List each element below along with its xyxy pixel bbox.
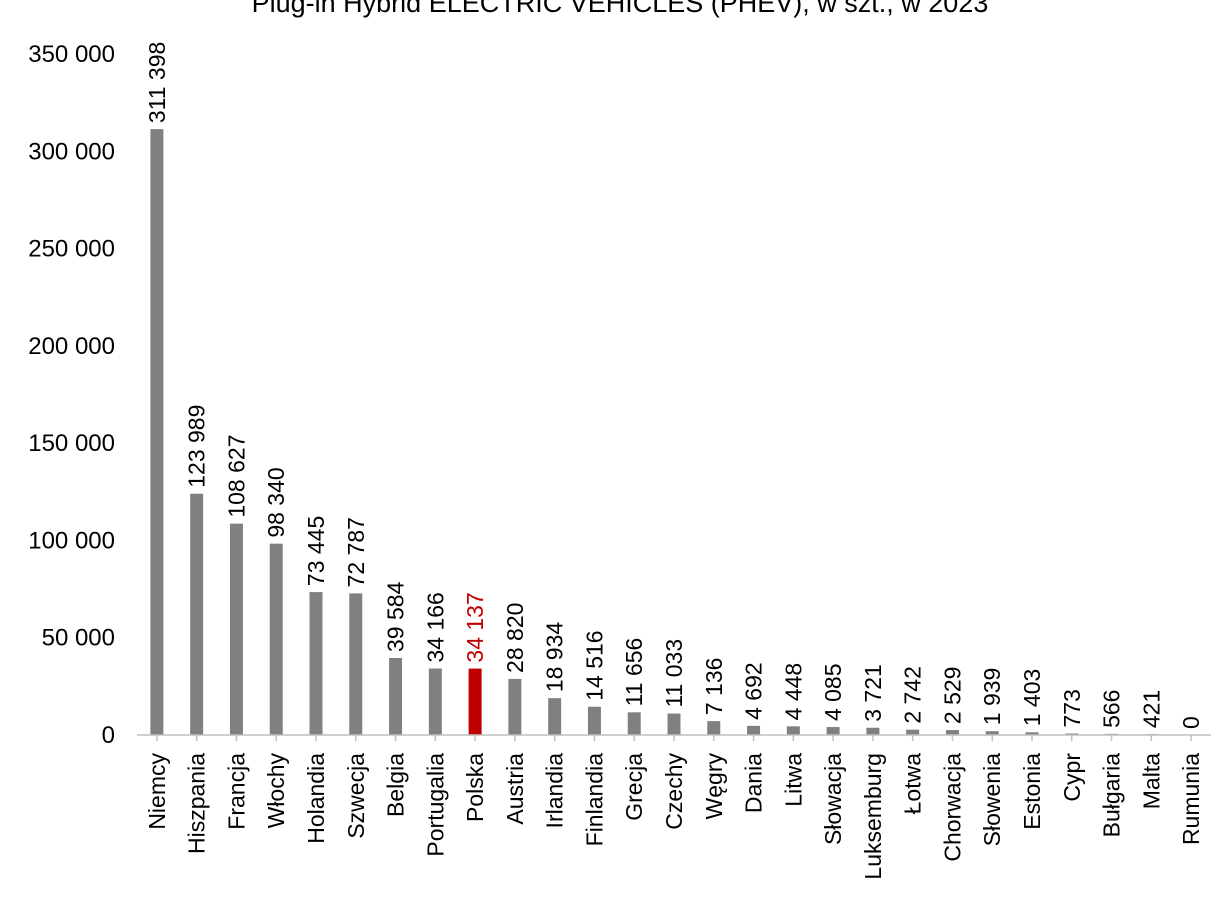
data-label: 34 137 — [462, 592, 488, 662]
bar — [747, 725, 761, 735]
data-label: 4 692 — [741, 662, 767, 720]
data-label: 7 136 — [701, 658, 727, 716]
bar — [349, 593, 363, 735]
data-label: 98 340 — [263, 467, 289, 537]
bar — [229, 523, 243, 735]
x-tick-label: Portugalia — [422, 753, 448, 857]
x-tick-label: Niemcy — [144, 753, 170, 830]
y-tick-label: 150 000 — [28, 430, 115, 457]
data-label: 11 656 — [621, 638, 647, 707]
y-tick-label: 100 000 — [28, 527, 115, 554]
bar — [1025, 732, 1039, 735]
data-label: 72 787 — [343, 517, 369, 587]
bar — [508, 678, 522, 735]
x-tick-label: Luksemburg — [860, 753, 886, 880]
data-label: 4 448 — [780, 663, 806, 721]
bar — [468, 668, 482, 735]
x-tick-label: Węgry — [701, 753, 727, 820]
x-tick-label: Łotwa — [900, 753, 926, 815]
bar — [309, 592, 323, 735]
x-tick-label: Malta — [1138, 753, 1164, 809]
bar — [269, 543, 283, 735]
x-tick-label: Słowenia — [979, 753, 1005, 847]
data-label: 3 721 — [860, 664, 886, 722]
data-label: 73 445 — [303, 516, 329, 586]
bar — [786, 726, 800, 735]
x-tick-label: Czechy — [661, 753, 687, 830]
x-tick-label: Dania — [741, 753, 767, 813]
y-tick-label: 0 — [102, 722, 115, 749]
data-label: 39 584 — [383, 581, 409, 652]
bar — [945, 730, 959, 735]
x-tick-label: Estonia — [1019, 753, 1045, 830]
x-tick-label: Szwecja — [343, 753, 369, 839]
y-tick-label: 250 000 — [28, 236, 115, 263]
bars — [150, 129, 1158, 735]
data-label: 108 627 — [223, 435, 249, 518]
y-tick-label: 200 000 — [28, 333, 115, 360]
bar — [985, 731, 999, 735]
y-tick-label: 50 000 — [42, 625, 115, 652]
data-label: 28 820 — [502, 603, 528, 673]
x-tick-label: Rumunia — [1178, 753, 1204, 845]
data-label: 0 — [1178, 716, 1204, 729]
y-tick-label: 350 000 — [28, 41, 115, 68]
x-tick-label: Bułgaria — [1099, 753, 1125, 838]
x-tick-label: Hiszpania — [184, 753, 210, 854]
bar — [428, 668, 442, 735]
x-tick-label: Finlandia — [581, 753, 607, 847]
x-axis: Niemcy Hiszpania Francja Włochy Holandia Szwe… — [137, 734, 1211, 880]
bar — [389, 657, 403, 735]
bar — [548, 698, 562, 735]
bar — [667, 713, 681, 735]
x-tick-label: Grecja — [621, 753, 647, 821]
data-label: 18 934 — [542, 622, 568, 693]
data-label: 773 — [1059, 689, 1085, 727]
y-axis: 0 50 000 100 000 150 000 200 000 250 000 300 0… — [28, 41, 115, 749]
y-tick-label: 300 000 — [28, 138, 115, 165]
data-label: 1 403 — [1019, 669, 1045, 727]
x-tick-label: Francja — [223, 753, 249, 830]
bar — [1065, 733, 1079, 735]
bar — [190, 493, 204, 735]
bar — [627, 712, 641, 735]
x-tick-label: Słowacja — [820, 753, 846, 845]
x-tick-label: Irlandia — [542, 753, 568, 829]
value-labels: 311 398 123 989 108 627 98 340 73 445 72 787 3… — [144, 42, 1204, 729]
data-label: 123 989 — [184, 405, 210, 488]
data-label: 4 085 — [820, 663, 846, 721]
x-tick-label: Austria — [502, 753, 528, 825]
x-tick-label: Litwa — [780, 753, 806, 807]
data-label: 566 — [1099, 690, 1125, 728]
x-tick-label: Holandia — [303, 753, 329, 844]
data-label: 11 033 — [661, 639, 687, 708]
x-tick-label: Belgia — [383, 753, 409, 817]
data-label: 1 939 — [979, 668, 1005, 726]
bar — [906, 729, 920, 735]
data-label: 2 529 — [939, 667, 965, 725]
bar — [587, 706, 601, 735]
data-label: 421 — [1138, 690, 1164, 728]
data-label: 34 166 — [422, 592, 448, 662]
chart-title: Plug-in Hybrid ELECTRIC VEHICLES (PHEV),… — [252, 0, 989, 18]
x-tick-label: Polska — [462, 753, 488, 822]
bar — [826, 727, 840, 735]
data-label: 311 398 — [144, 42, 170, 123]
data-label: 2 742 — [900, 666, 926, 724]
bar — [866, 727, 880, 735]
bar — [150, 129, 164, 735]
data-label: 14 516 — [581, 630, 607, 700]
x-tick-label: Cypr — [1059, 753, 1085, 802]
x-tick-label: Włochy — [263, 753, 289, 829]
bar — [707, 721, 721, 735]
x-tick-label: Chorwacja — [939, 753, 965, 862]
